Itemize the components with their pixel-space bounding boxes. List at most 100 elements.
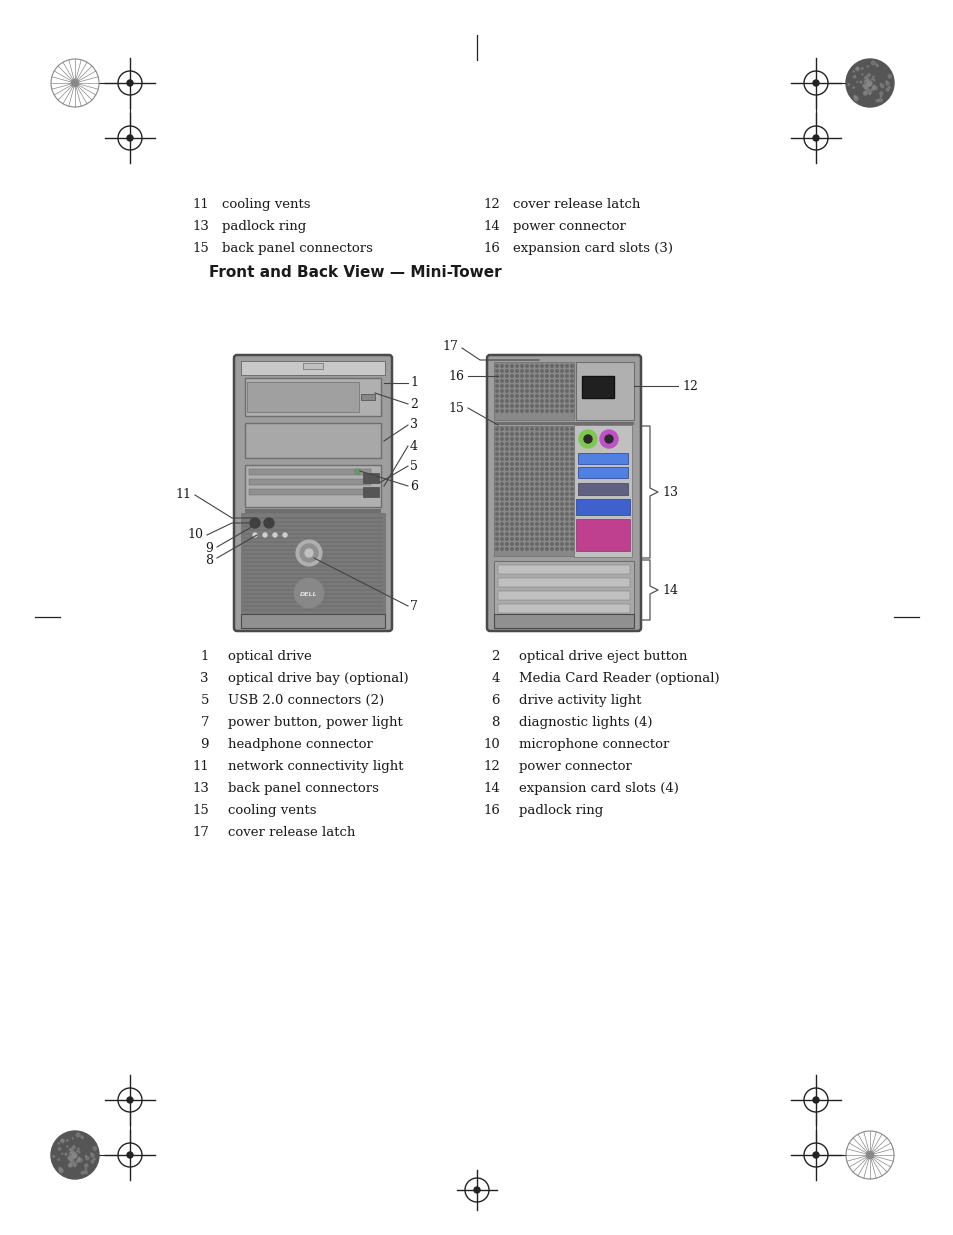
Circle shape: [540, 390, 542, 393]
Circle shape: [520, 369, 522, 372]
Text: cooling vents: cooling vents: [222, 198, 310, 211]
Circle shape: [556, 443, 558, 445]
Circle shape: [68, 1156, 71, 1158]
Circle shape: [510, 527, 513, 530]
Circle shape: [500, 443, 502, 445]
Bar: [576, 499, 629, 515]
Circle shape: [852, 86, 854, 89]
Circle shape: [500, 432, 502, 435]
Circle shape: [536, 405, 537, 408]
Circle shape: [556, 488, 558, 490]
Circle shape: [540, 527, 542, 530]
Circle shape: [510, 522, 513, 525]
Circle shape: [510, 443, 513, 445]
Circle shape: [525, 513, 528, 515]
Circle shape: [560, 513, 562, 515]
Bar: [245, 417, 380, 424]
Circle shape: [560, 443, 562, 445]
Circle shape: [560, 503, 562, 505]
Circle shape: [530, 463, 533, 466]
Circle shape: [520, 532, 522, 535]
Circle shape: [505, 364, 508, 367]
Circle shape: [516, 364, 517, 367]
Circle shape: [550, 448, 553, 451]
Circle shape: [510, 488, 513, 490]
Circle shape: [525, 508, 528, 510]
Circle shape: [556, 473, 558, 475]
Circle shape: [565, 537, 568, 540]
Circle shape: [540, 498, 542, 500]
Bar: [494, 614, 634, 629]
Circle shape: [516, 458, 517, 461]
Circle shape: [867, 90, 871, 94]
Circle shape: [560, 410, 562, 412]
Bar: [494, 362, 574, 420]
Circle shape: [855, 67, 859, 70]
Circle shape: [556, 410, 558, 412]
Text: 9: 9: [205, 542, 213, 556]
Circle shape: [520, 508, 522, 510]
Circle shape: [520, 527, 522, 530]
Circle shape: [496, 468, 497, 471]
Circle shape: [570, 390, 573, 393]
Circle shape: [565, 458, 568, 461]
Circle shape: [545, 453, 548, 456]
Circle shape: [530, 453, 533, 456]
Circle shape: [530, 498, 533, 500]
Circle shape: [550, 532, 553, 535]
Circle shape: [525, 532, 528, 535]
Circle shape: [885, 88, 888, 91]
Circle shape: [305, 550, 313, 557]
Circle shape: [496, 448, 497, 451]
Circle shape: [565, 513, 568, 515]
Circle shape: [51, 1131, 99, 1179]
Circle shape: [536, 427, 537, 430]
Circle shape: [550, 537, 553, 540]
Circle shape: [887, 86, 889, 88]
Circle shape: [530, 432, 533, 435]
Circle shape: [865, 79, 868, 82]
Circle shape: [868, 83, 870, 85]
Circle shape: [500, 493, 502, 495]
Circle shape: [570, 517, 573, 520]
Circle shape: [812, 1097, 818, 1103]
Text: 16: 16: [482, 242, 499, 254]
Circle shape: [72, 1152, 77, 1156]
Circle shape: [520, 448, 522, 451]
Circle shape: [865, 80, 867, 82]
Text: 17: 17: [441, 340, 457, 352]
Circle shape: [570, 503, 573, 505]
Circle shape: [570, 458, 573, 461]
Circle shape: [496, 364, 497, 367]
Circle shape: [516, 498, 517, 500]
Circle shape: [510, 364, 513, 367]
Circle shape: [570, 443, 573, 445]
Circle shape: [556, 369, 558, 372]
Circle shape: [550, 498, 553, 500]
Circle shape: [545, 468, 548, 471]
Circle shape: [520, 458, 522, 461]
Circle shape: [505, 517, 508, 520]
Circle shape: [496, 380, 497, 382]
Bar: [494, 422, 634, 425]
Circle shape: [565, 532, 568, 535]
Circle shape: [510, 380, 513, 382]
Circle shape: [74, 1153, 77, 1157]
Circle shape: [550, 543, 553, 545]
Text: 13: 13: [192, 782, 209, 795]
Circle shape: [570, 385, 573, 388]
Circle shape: [510, 374, 513, 377]
Circle shape: [505, 395, 508, 398]
Circle shape: [505, 513, 508, 515]
Circle shape: [510, 410, 513, 412]
Bar: [249, 469, 371, 475]
Circle shape: [536, 374, 537, 377]
Circle shape: [570, 432, 573, 435]
Circle shape: [91, 1153, 94, 1157]
Circle shape: [510, 473, 513, 475]
Circle shape: [516, 405, 517, 408]
Circle shape: [505, 478, 508, 480]
Circle shape: [556, 432, 558, 435]
Circle shape: [550, 405, 553, 408]
Circle shape: [520, 374, 522, 377]
